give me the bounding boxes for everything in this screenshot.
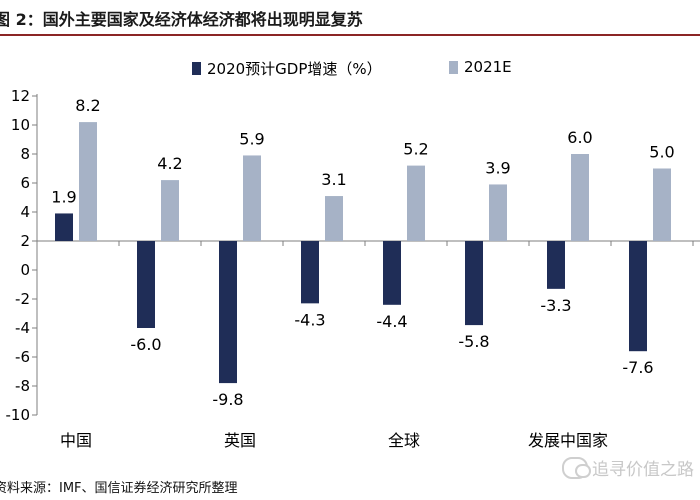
wechat-icon: [562, 456, 591, 479]
x-category-label: 发展中国家: [528, 431, 608, 450]
watermark: 追寻价值之路: [562, 455, 694, 480]
bar-2020: [629, 241, 647, 352]
data-label: 6.0: [567, 128, 592, 147]
data-label: -7.6: [622, 358, 653, 377]
y-tick-label: 0: [20, 261, 30, 279]
y-tick-label: -8: [15, 377, 30, 395]
x-category-label: 英国: [224, 431, 256, 450]
y-tick-label: 6: [20, 174, 30, 192]
y-tick-label: -4: [15, 319, 30, 337]
source-note: 资料来源：IMF、国信证券经济研究所整理: [0, 481, 238, 496]
bar-2020: [301, 241, 319, 304]
x-category-label: 中国: [60, 431, 92, 450]
figure-title: 图 2：国外主要国家及经济体经济都将出现明显复苏: [0, 10, 363, 29]
legend-swatch-2021: [449, 60, 458, 74]
bar-2021: [325, 196, 343, 241]
data-label: -6.0: [130, 335, 161, 354]
legend-item-2021: 2021E: [449, 58, 512, 76]
bar-2021: [407, 165, 425, 241]
figure-title-bar: 图 2：国外主要国家及经济体经济都将出现明显复苏: [0, 0, 700, 36]
bar-2020: [137, 241, 155, 328]
y-tick-label: -6: [15, 348, 30, 366]
data-label: 5.0: [649, 143, 674, 162]
y-tick-label: 2: [20, 232, 30, 250]
bar-2020: [219, 241, 237, 384]
y-tick-label: -2: [15, 290, 30, 308]
data-label: 3.9: [485, 158, 510, 177]
bar-2021: [571, 154, 589, 241]
data-label: 3.1: [321, 170, 346, 189]
y-tick-label: -10: [6, 406, 31, 424]
bar-2021: [489, 184, 507, 241]
bar-2021: [161, 180, 179, 241]
legend-label-2020: 2020预计GDP增速（%）: [207, 60, 382, 78]
y-tick-label: 12: [11, 87, 30, 105]
data-label: -3.3: [540, 296, 571, 315]
data-label: -9.8: [212, 390, 243, 409]
y-tick-label: 4: [20, 203, 30, 221]
y-tick-label: 10: [11, 116, 30, 134]
bar-2020: [55, 213, 73, 241]
bar-2021: [79, 122, 97, 241]
data-label: 8.2: [75, 96, 100, 115]
y-tick-label: 8: [20, 145, 30, 163]
data-label: 1.9: [51, 187, 76, 206]
bar-2021: [243, 155, 261, 241]
bar-2021: [653, 168, 671, 241]
legend-label-2021: 2021E: [464, 58, 512, 76]
bar-2020: [465, 241, 483, 326]
data-label: 5.9: [239, 129, 264, 148]
x-category-label: 全球: [388, 431, 420, 450]
legend-swatch-2020: [192, 62, 201, 75]
bar-2020: [547, 241, 565, 289]
bar-2020: [383, 241, 401, 305]
watermark-text: 追寻价值之路: [592, 460, 694, 480]
chart-legend: 2020预计GDP增速（%） 2021E: [0, 58, 700, 82]
data-label: 5.2: [403, 140, 428, 159]
data-label: 4.2: [157, 154, 182, 173]
data-label: -5.8: [458, 332, 489, 351]
legend-item-2020: 2020预计GDP增速（%）: [192, 58, 382, 79]
data-label: -4.3: [294, 310, 325, 329]
data-label: -4.4: [376, 312, 407, 331]
